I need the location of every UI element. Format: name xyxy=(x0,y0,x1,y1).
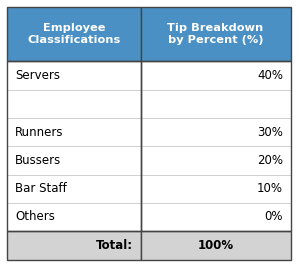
Text: Tip Breakdown
by Percent (%): Tip Breakdown by Percent (%) xyxy=(167,23,264,45)
Text: 40%: 40% xyxy=(257,69,283,82)
Text: Bussers: Bussers xyxy=(15,154,61,167)
Text: Bar Staff: Bar Staff xyxy=(15,182,67,195)
Text: Runners: Runners xyxy=(15,125,63,139)
Text: Employee
Classifications: Employee Classifications xyxy=(27,23,121,45)
Text: 100%: 100% xyxy=(198,239,234,252)
Bar xyxy=(7,118,140,146)
Bar xyxy=(7,175,140,203)
Bar xyxy=(7,61,140,231)
Bar xyxy=(141,203,291,231)
Bar xyxy=(141,89,291,118)
Bar xyxy=(7,89,140,118)
Bar xyxy=(141,61,291,89)
Bar xyxy=(141,146,291,175)
Bar xyxy=(141,175,291,203)
Text: Others: Others xyxy=(15,210,55,223)
Bar xyxy=(141,61,291,231)
Text: 30%: 30% xyxy=(257,125,283,139)
Text: 20%: 20% xyxy=(257,154,283,167)
Bar xyxy=(7,7,140,61)
Bar xyxy=(141,231,291,260)
Bar xyxy=(141,7,291,61)
Bar xyxy=(141,118,291,146)
Text: Total:: Total: xyxy=(96,239,133,252)
Bar xyxy=(7,231,140,260)
Text: 0%: 0% xyxy=(265,210,283,223)
Bar xyxy=(7,146,140,175)
Bar xyxy=(7,203,140,231)
Bar xyxy=(7,61,140,89)
Text: 10%: 10% xyxy=(257,182,283,195)
Text: Servers: Servers xyxy=(15,69,60,82)
